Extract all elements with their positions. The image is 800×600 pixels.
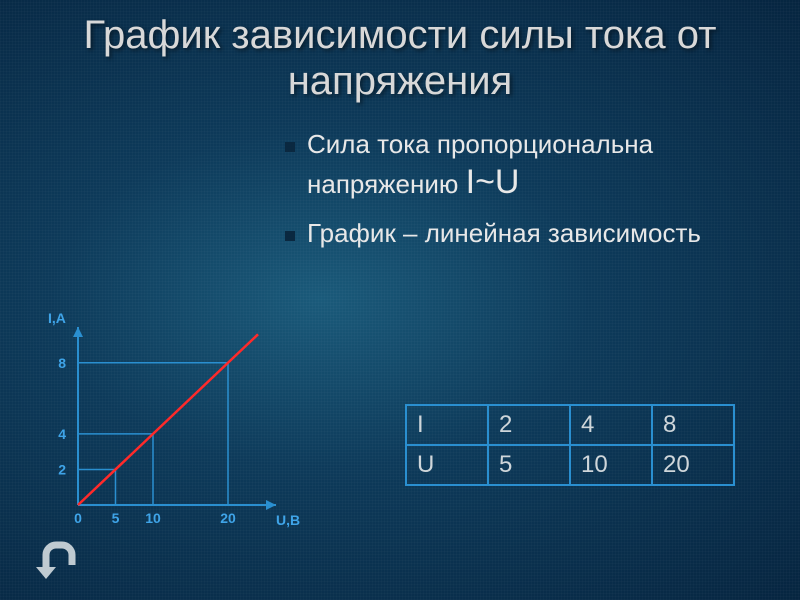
table-cell: 8 bbox=[652, 405, 734, 445]
formula: I~U bbox=[466, 163, 520, 201]
table-cell: 10 bbox=[570, 445, 652, 485]
bullet-text: Сила тока пропорциональна напряжению I~U bbox=[307, 128, 765, 203]
slide-title: График зависимости силы тока от напряжен… bbox=[0, 0, 800, 104]
svg-text:2: 2 bbox=[58, 461, 66, 477]
table-row: I248 bbox=[406, 405, 734, 445]
svg-text:8: 8 bbox=[58, 355, 66, 371]
bullet-marker bbox=[285, 231, 295, 241]
svg-text:4: 4 bbox=[58, 426, 66, 442]
table-cell: U bbox=[406, 445, 488, 485]
back-button[interactable] bbox=[32, 541, 82, 586]
svg-text:10: 10 bbox=[145, 510, 161, 526]
table-cell: 2 bbox=[488, 405, 570, 445]
svg-text:U,В: U,В bbox=[276, 512, 300, 528]
return-arrow-icon bbox=[32, 541, 82, 581]
svg-text:5: 5 bbox=[112, 510, 120, 526]
bullet-marker bbox=[285, 142, 295, 152]
table-cell: 5 bbox=[488, 445, 570, 485]
bullet-item: График – линейная зависимость bbox=[285, 217, 765, 250]
bullet-list: Сила тока пропорциональна напряжению I~U… bbox=[285, 128, 765, 264]
table-row: U51020 bbox=[406, 445, 734, 485]
table-cell: I bbox=[406, 405, 488, 445]
data-table: I248U51020 bbox=[405, 404, 735, 486]
table-cell: 4 bbox=[570, 405, 652, 445]
svg-text:20: 20 bbox=[220, 510, 236, 526]
iv-chart: 051020248U,ВI,А bbox=[30, 305, 290, 565]
bullet-text: График – линейная зависимость bbox=[307, 217, 701, 250]
table-cell: 20 bbox=[652, 445, 734, 485]
svg-text:I,А: I,А bbox=[48, 310, 66, 326]
bullet-item: Сила тока пропорциональна напряжению I~U bbox=[285, 128, 765, 203]
svg-text:0: 0 bbox=[74, 510, 82, 526]
